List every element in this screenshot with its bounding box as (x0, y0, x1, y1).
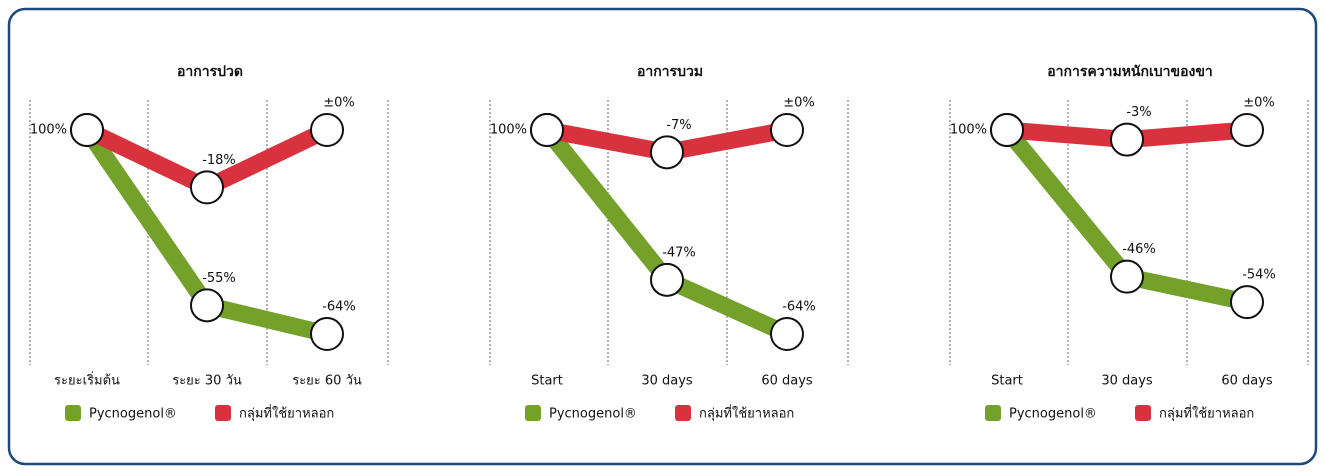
start-label: 100% (30, 123, 67, 138)
x-tick-label: ระยะ 60 วัน (292, 374, 362, 389)
point-marker (650, 135, 684, 170)
point-marker (770, 317, 804, 351)
point-marker (650, 262, 684, 297)
x-tick-label: 60 days (1221, 374, 1273, 389)
x-tick-label: ระยะเริ่มต้น (54, 372, 120, 389)
point-marker (1230, 113, 1264, 147)
data-label: -7% (666, 118, 691, 133)
data-label: -64% (782, 300, 816, 315)
point-marker (1110, 122, 1144, 157)
data-label: -55% (202, 271, 236, 286)
legend-swatch (1135, 405, 1151, 421)
point-marker (1110, 259, 1144, 294)
legend-label: Pycnogenol® (1009, 407, 1097, 422)
chart-title: อาการบวม (637, 64, 703, 80)
legend-swatch (675, 405, 691, 421)
legend-swatch (65, 405, 81, 421)
data-label: -54% (1242, 268, 1276, 283)
point-marker (990, 113, 1024, 147)
point-marker (1230, 285, 1264, 320)
x-tick-label: 30 days (1101, 374, 1153, 389)
x-tick-label: ระยะ 30 วัน (172, 374, 242, 389)
point-marker (70, 113, 104, 147)
legend-swatch (215, 405, 231, 421)
point-marker (190, 170, 224, 205)
legend-label: Pycnogenol® (89, 407, 177, 422)
data-label: -47% (662, 245, 696, 260)
data-label: ±0% (1243, 96, 1275, 111)
legend-label: Pycnogenol® (549, 407, 637, 422)
data-label: -64% (322, 300, 356, 315)
data-label: -3% (1126, 105, 1151, 120)
start-label: 100% (490, 123, 527, 138)
point-marker (530, 113, 564, 147)
start-label: 100% (950, 123, 987, 138)
legend-label: กลุ่มที่ใช้ยาหลอก (239, 405, 334, 422)
point-marker (310, 317, 344, 351)
point-marker (190, 288, 224, 323)
x-tick-label: 30 days (641, 374, 693, 389)
data-label: -18% (202, 153, 236, 168)
point-marker (310, 113, 344, 147)
legend-swatch (525, 405, 541, 421)
data-label: -46% (1122, 242, 1156, 257)
data-label: ±0% (323, 96, 355, 111)
x-tick-label: Start (991, 374, 1023, 389)
legend-label: กลุ่มที่ใช้ยาหลอก (699, 405, 794, 422)
x-tick-label: Start (531, 374, 563, 389)
legend-label: กลุ่มที่ใช้ยาหลอก (1159, 405, 1254, 422)
legend-swatch (985, 405, 1001, 421)
data-label: ±0% (783, 96, 815, 111)
point-marker (770, 113, 804, 147)
x-tick-label: 60 days (761, 374, 813, 389)
chart-title: อาการความหนักเบาของขา (1047, 64, 1213, 80)
chart-title: อาการปวด (177, 64, 243, 80)
